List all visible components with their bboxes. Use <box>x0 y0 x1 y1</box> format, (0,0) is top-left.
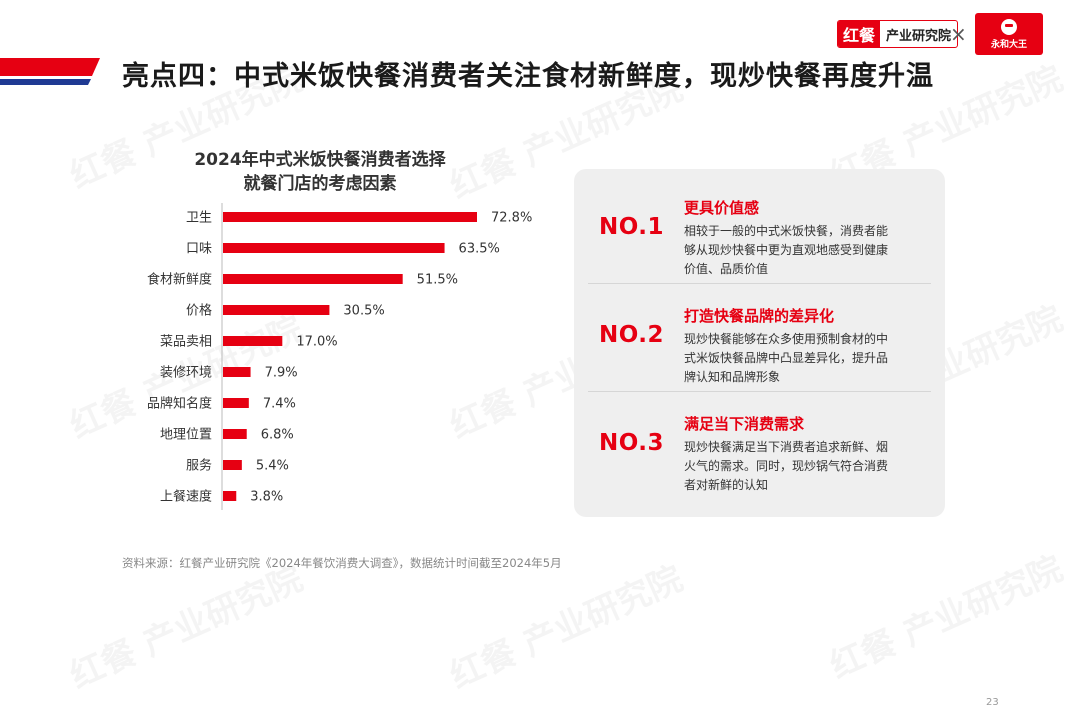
value-label: 6.8% <box>261 428 294 443</box>
close-icon: × <box>950 22 967 46</box>
bar <box>223 491 237 501</box>
highlight-item-1: NO.1 更具价值感 相较于一般的中式米饭快餐，消费者能 够从现炒快餐中更为直观地… <box>574 169 945 277</box>
category-label: 服务 <box>186 458 212 474</box>
highlight-title: 满足当下消费需求 <box>684 415 805 433</box>
page-title: 亮点四：中式米饭快餐消费者关注食材新鲜度，现炒快餐再度升温 <box>122 61 934 92</box>
category-label: 装修环境 <box>160 366 212 381</box>
value-label: 51.5% <box>417 273 458 288</box>
chart-title: 2024年中式米饭快餐消费者选择 就餐门店的考虑因素 <box>150 148 490 196</box>
bar-chart: 卫生 72.8% 口味 63.5% 食材新鲜度 51.5% 价格 30.5% 菜品卖相 17.0%… <box>147 203 532 510</box>
bar <box>223 305 330 315</box>
brand-logo-text: 产业研究院 <box>886 28 952 44</box>
brand-logo-mark: 红餐 <box>838 21 881 47</box>
value-label: 5.4% <box>256 459 289 474</box>
highlight-item-3: NO.3 满足当下消费需求 现炒快餐满足当下消费者追求新鲜、烟 火气的需求。同时，… <box>574 385 945 493</box>
bar <box>223 398 249 408</box>
mascot-icon <box>1001 18 1017 35</box>
divider <box>588 283 931 284</box>
value-label: 30.5% <box>343 304 384 319</box>
value-label: 63.5% <box>459 242 500 257</box>
value-label: 7.4% <box>263 397 296 412</box>
category-label: 食材新鲜度 <box>147 272 212 288</box>
partner-name: 永和大王 <box>990 39 1027 50</box>
value-label: 72.8% <box>491 211 532 226</box>
watermark: 红餐 产业研究院 <box>441 551 689 697</box>
bar <box>223 212 477 222</box>
watermark: 红餐 产业研究院 <box>61 551 309 697</box>
category-label: 卫生 <box>186 211 212 226</box>
highlight-number: NO.1 <box>599 214 665 240</box>
chart-title-line1: 2024年中式米饭快餐消费者选择 <box>194 150 446 170</box>
highlight-item-2: NO.2 打造快餐品牌的差异化 现炒快餐能够在众多使用预制食材的中 式米饭快餐品牌… <box>574 277 945 385</box>
bar <box>223 460 242 470</box>
divider <box>588 391 931 392</box>
value-label: 3.8% <box>250 490 283 505</box>
bar <box>223 274 403 284</box>
highlights-panel: NO.1 更具价值感 相较于一般的中式米饭快餐，消费者能 够从现炒快餐中更为直观地… <box>574 169 945 517</box>
highlight-description: 现炒快餐满足当下消费者追求新鲜、烟 火气的需求。同时，现炒锅气符合消费 者对新鲜的认… <box>684 440 889 492</box>
category-label: 地理位置 <box>160 428 212 443</box>
header-stripes <box>0 58 100 85</box>
partner-logo: 永和大王 <box>975 13 1043 55</box>
brand-logo: 红餐 产业研究院 <box>837 20 959 48</box>
bar <box>223 336 283 346</box>
highlight-description: 相较于一般的中式米饭快餐，消费者能 够从现炒快餐中更为直观地感受到健康 价值、品质价… <box>684 224 889 276</box>
category-label: 菜品卖相 <box>160 335 212 350</box>
page-number: 23 <box>986 697 999 708</box>
watermark: 红餐 产业研究院 <box>821 541 1069 687</box>
bar <box>223 243 445 253</box>
value-label: 7.9% <box>265 366 298 381</box>
category-label: 品牌知名度 <box>147 396 212 412</box>
value-label: 17.0% <box>296 335 337 350</box>
chart-title-line2: 就餐门店的考虑因素 <box>243 174 397 194</box>
category-label: 价格 <box>186 303 212 319</box>
category-label: 上餐速度 <box>160 489 212 505</box>
highlight-title: 打造快餐品牌的差异化 <box>684 307 835 325</box>
category-label: 口味 <box>186 242 212 257</box>
highlight-title: 更具价值感 <box>684 199 760 217</box>
highlight-number: NO.2 <box>599 322 665 348</box>
highlight-description: 现炒快餐能够在众多使用预制食材的中 式米饭快餐品牌中凸显差异化，提升品 牌认知和品牌… <box>684 332 889 384</box>
highlight-number: NO.3 <box>599 430 665 456</box>
bar <box>223 367 251 377</box>
source-note: 资料来源：红餐产业研究院《2024年餐饮消费大调查》，数据统计时间截至2024年… <box>122 556 562 570</box>
bar <box>223 429 247 439</box>
